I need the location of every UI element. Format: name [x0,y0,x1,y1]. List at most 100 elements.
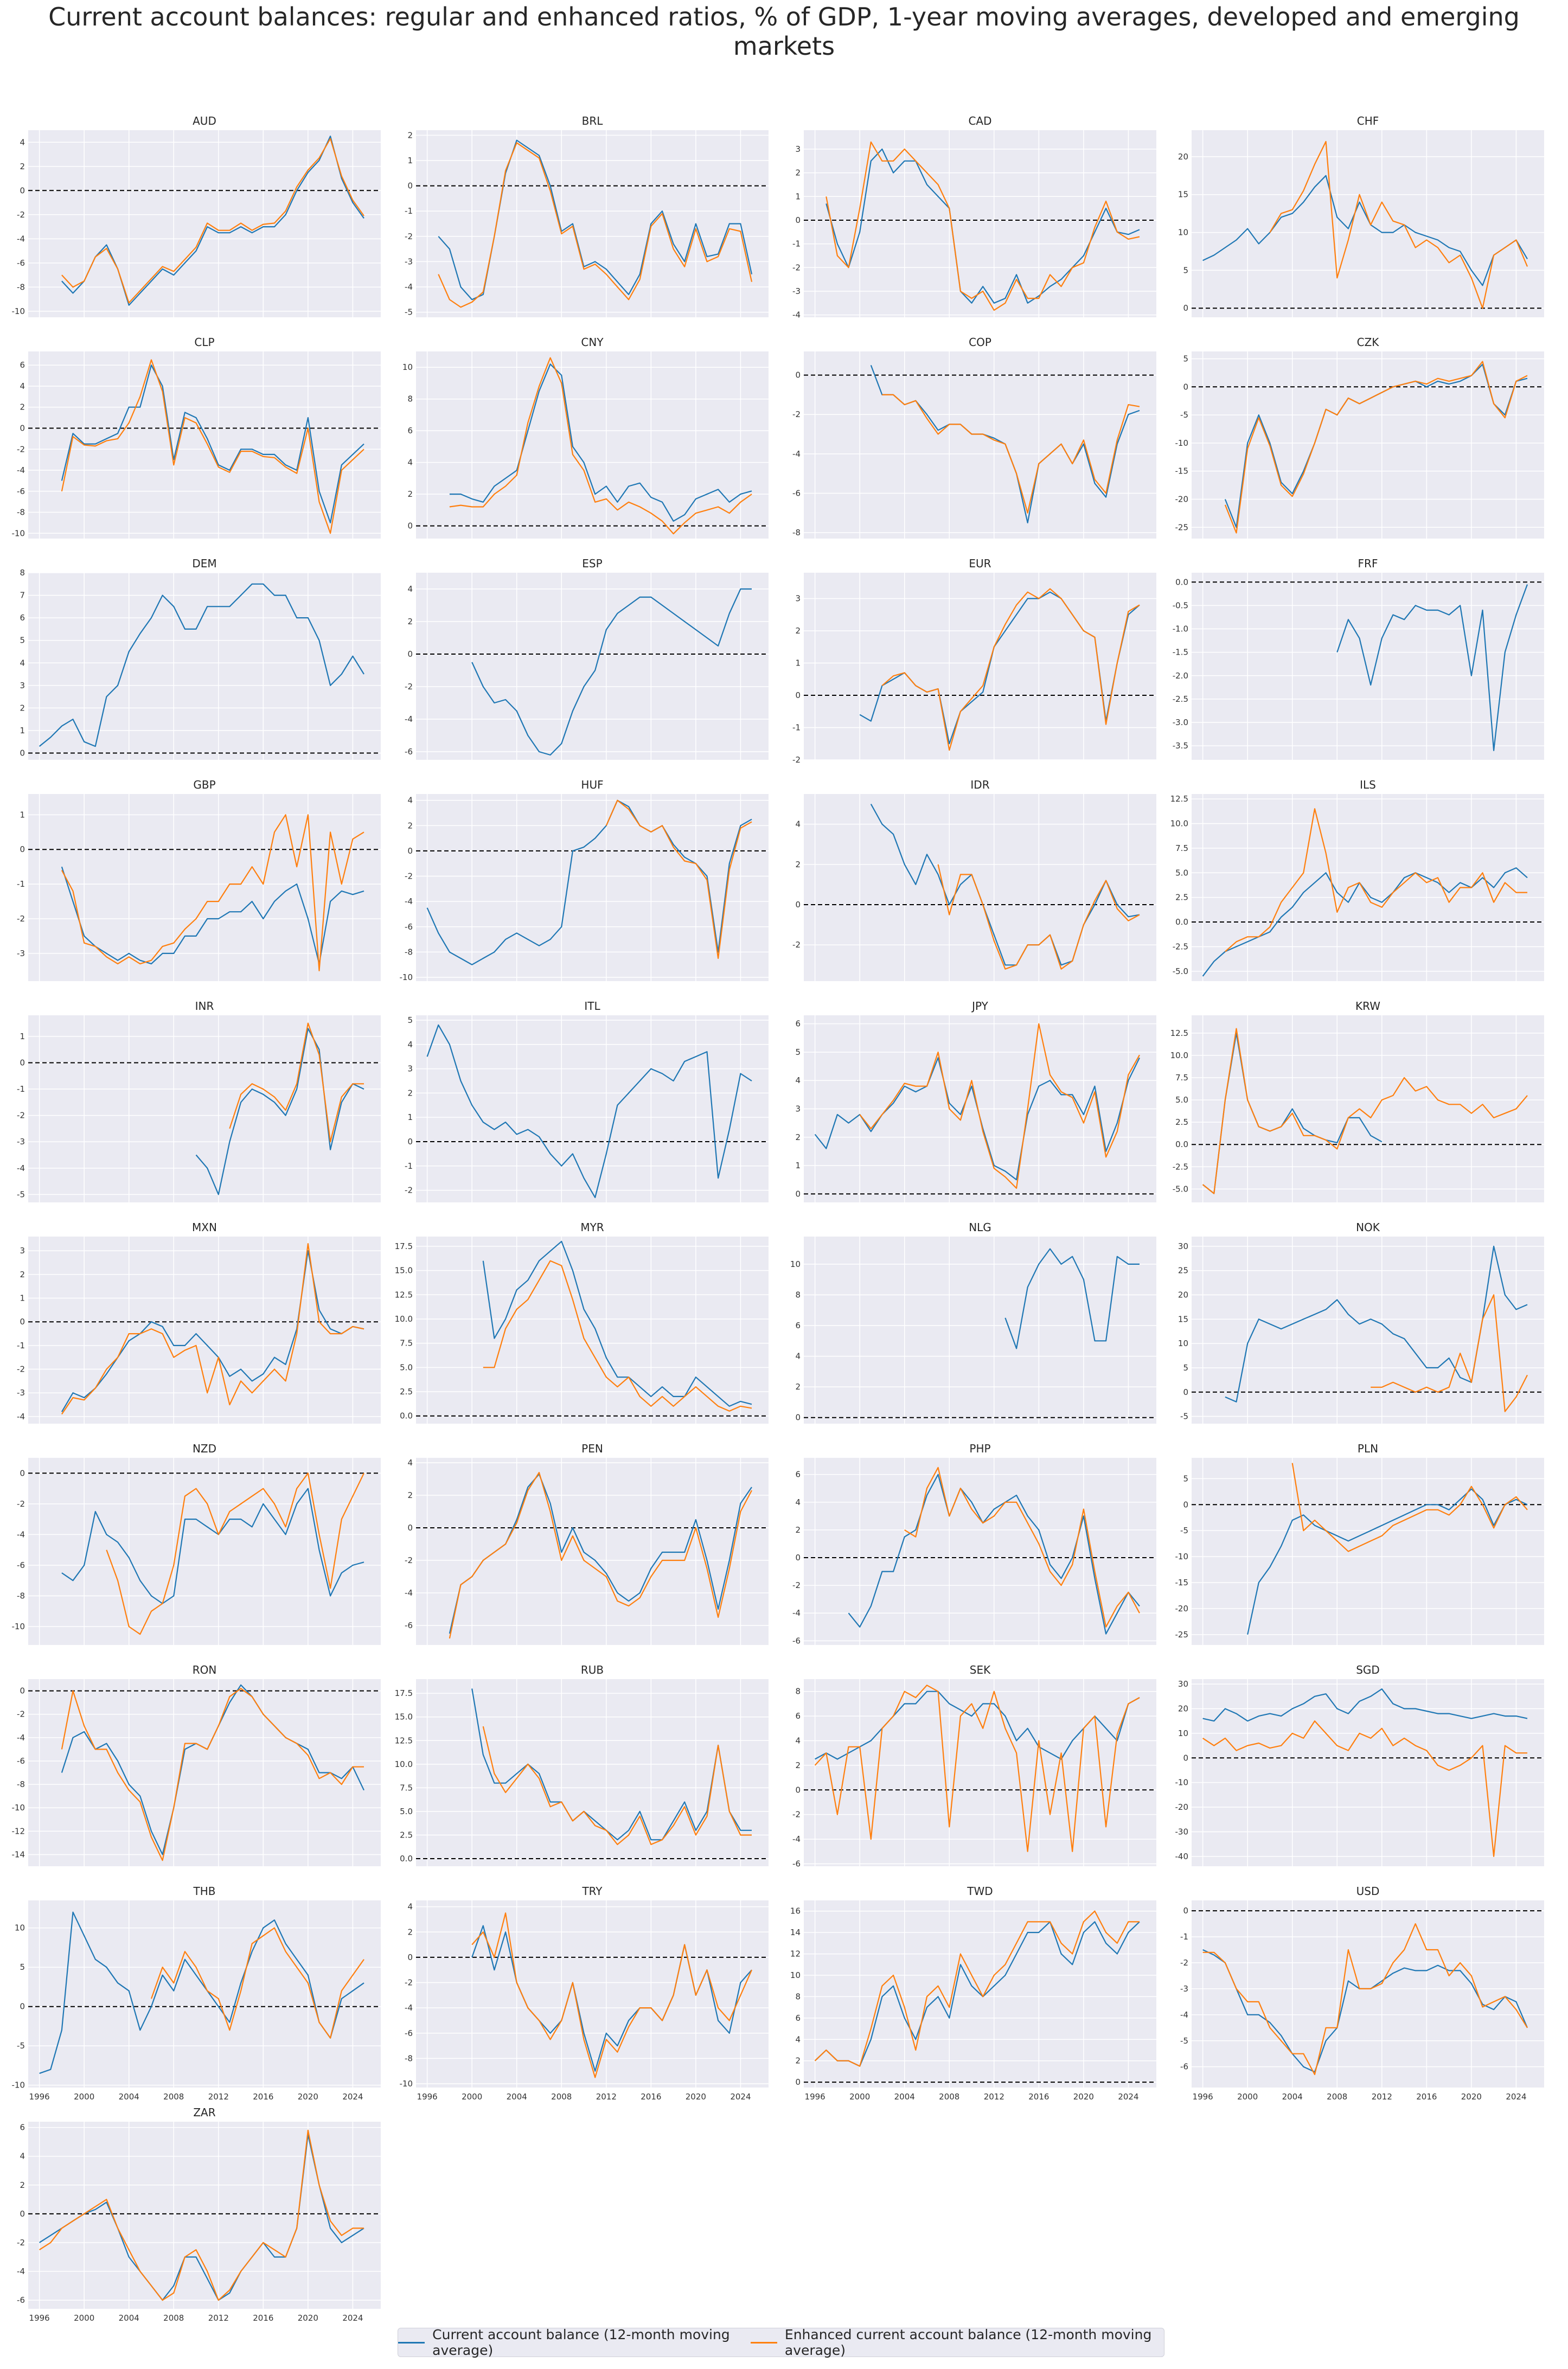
series-line-regular [848,1474,1140,1635]
y-tick-label: -3.5 [1173,741,1188,751]
y-tick-label: -4 [792,1608,801,1618]
series-line-enhanced [605,799,752,959]
y-tick-label: 5.0 [400,1362,413,1372]
y-tick-label: 1 [795,191,801,201]
y-tick-label: 6 [20,360,25,370]
y-tick-label: 12.5 [395,1736,413,1745]
panel-background [28,573,381,760]
x-tick-label: 2016 [1416,2092,1437,2102]
y-tick-label: 7.5 [400,1339,413,1348]
y-tick-label: -4 [792,1834,801,1844]
y-tick-label: -1 [792,723,801,733]
y-tick-label: -10 [12,1622,25,1631]
y-tick-label: 0 [1183,303,1188,313]
panel-title: ILS [1360,778,1376,791]
y-tick-label: -5 [1180,410,1188,420]
panel-title: CNY [581,336,604,349]
y-tick-label: 0 [20,1468,25,1478]
y-tick-label: -20 [1175,1802,1189,1812]
y-tick-label: 2 [795,626,801,636]
series-line-enhanced [881,588,1140,751]
y-tick-label: -2 [17,1365,25,1374]
x-tick-label: 2016 [253,2092,273,2102]
y-tick-label: 0 [795,1189,801,1199]
y-tick-label: 0 [407,846,413,856]
series-line-regular [426,1024,752,1199]
panel-title: TRY [581,1885,603,1898]
chart-title: Current account balances: regular and en… [48,2,1520,61]
y-tick-label: 10 [790,1259,801,1269]
y-tick-label: -3 [17,1388,25,1398]
y-tick-label: 5 [20,1962,25,1972]
series-line-enhanced [150,1927,364,2039]
y-tick-label: 10.0 [395,1759,413,1769]
y-tick-label: 2 [407,489,413,499]
y-tick-label: -4 [17,1412,25,1422]
y-tick-label: 0 [795,1785,801,1795]
panel-title: INR [195,1000,214,1013]
y-tick-label: 0 [20,1317,25,1327]
panel-eur: EUR -2 -1 0 1 2 3 [792,557,1156,765]
y-tick-label: -4 [792,449,801,459]
series-line-enhanced [859,1023,1140,1189]
panel-title: PLN [1358,1442,1378,1455]
panel-title: IDR [970,778,989,791]
x-tick-label: 2020 [1461,2092,1482,2102]
y-tick-label: 6 [795,1711,801,1721]
y-tick-label: 2 [407,821,413,830]
x-tick-label: 1996 [805,2092,825,2102]
y-tick-label: -3 [1180,1984,1188,1994]
y-tick-label: 2.5 [400,1830,413,1840]
y-tick-label: -3 [792,286,801,296]
y-tick-label: 2.5 [1175,1117,1188,1127]
y-tick-label: -10 [1175,438,1189,448]
panel-background [28,130,381,317]
y-tick-label: 15 [1178,190,1188,200]
panel-title: CZK [1357,336,1380,349]
series-line-enhanced [1224,361,1528,534]
y-tick-label: 8 [795,1992,801,2001]
y-tick-label: -2 [792,755,801,765]
y-tick-label: -4 [405,714,413,724]
panel-nok: NOK -5 0 5 10 15 20 25 30 [1178,1221,1544,1424]
y-tick-label: 4 [795,1497,801,1507]
x-tick-label: 2000 [74,2092,94,2102]
series-line-enhanced [438,142,753,308]
panel-krw: KRW -5.0 -2.5 0.0 2.5 5.0 7.5 10.0 12.5 [1170,1000,1544,1202]
x-tick-label: 2004 [507,2092,527,2102]
y-tick-label: 5.0 [1175,1095,1188,1105]
y-tick-label: 1 [20,810,25,819]
y-tick-label: 6 [795,1470,801,1480]
y-tick-label: -6 [405,747,413,757]
panel-background [28,1900,381,2088]
y-tick-label: 2 [20,402,25,412]
y-tick-label: 2 [20,703,25,713]
y-tick-label: 17.5 [395,1241,413,1251]
y-tick-label: 16 [790,1906,801,1916]
series-line-enhanced [814,1910,1140,2067]
panel-background [28,2122,381,2309]
y-tick-label: 12.5 [395,1290,413,1299]
x-tick-label: 2012 [208,2313,229,2323]
panel-title: ITL [584,1000,600,1013]
y-tick-label: 0.0 [1175,917,1188,927]
y-tick-label: -8 [17,508,25,517]
y-tick-label: 30 [1178,1679,1188,1689]
y-tick-label: -12 [12,1826,25,1836]
panel-zar: ZAR -6 -4 -2 0 2 4 6 1996 2000 2004 2008 2012 2016 202… [17,2106,381,2323]
y-tick-label: 2 [795,860,801,869]
y-tick-label: 5 [1183,265,1188,275]
y-tick-label: -1.0 [1173,624,1188,634]
panel-sgd: SGD -40 -30 -20 -10 0 10 20 30 [1175,1663,1544,1866]
y-tick-label: 1 [20,1294,25,1303]
x-tick-label: 2000 [1237,2092,1258,2102]
panel-huf: HUF -10 -8 -6 -4 -2 0 2 4 [400,778,769,982]
y-tick-label: -20 [1175,1604,1189,1614]
y-tick-label: 8 [795,1687,801,1696]
y-tick-label: 0 [407,181,413,191]
y-tick-label: 0 [20,844,25,854]
y-tick-label: 2 [795,1760,801,1770]
x-tick-label: 1996 [29,2313,50,2323]
panel-background [416,1458,769,1645]
panel-idr: IDR -2 0 2 4 [792,778,1156,981]
